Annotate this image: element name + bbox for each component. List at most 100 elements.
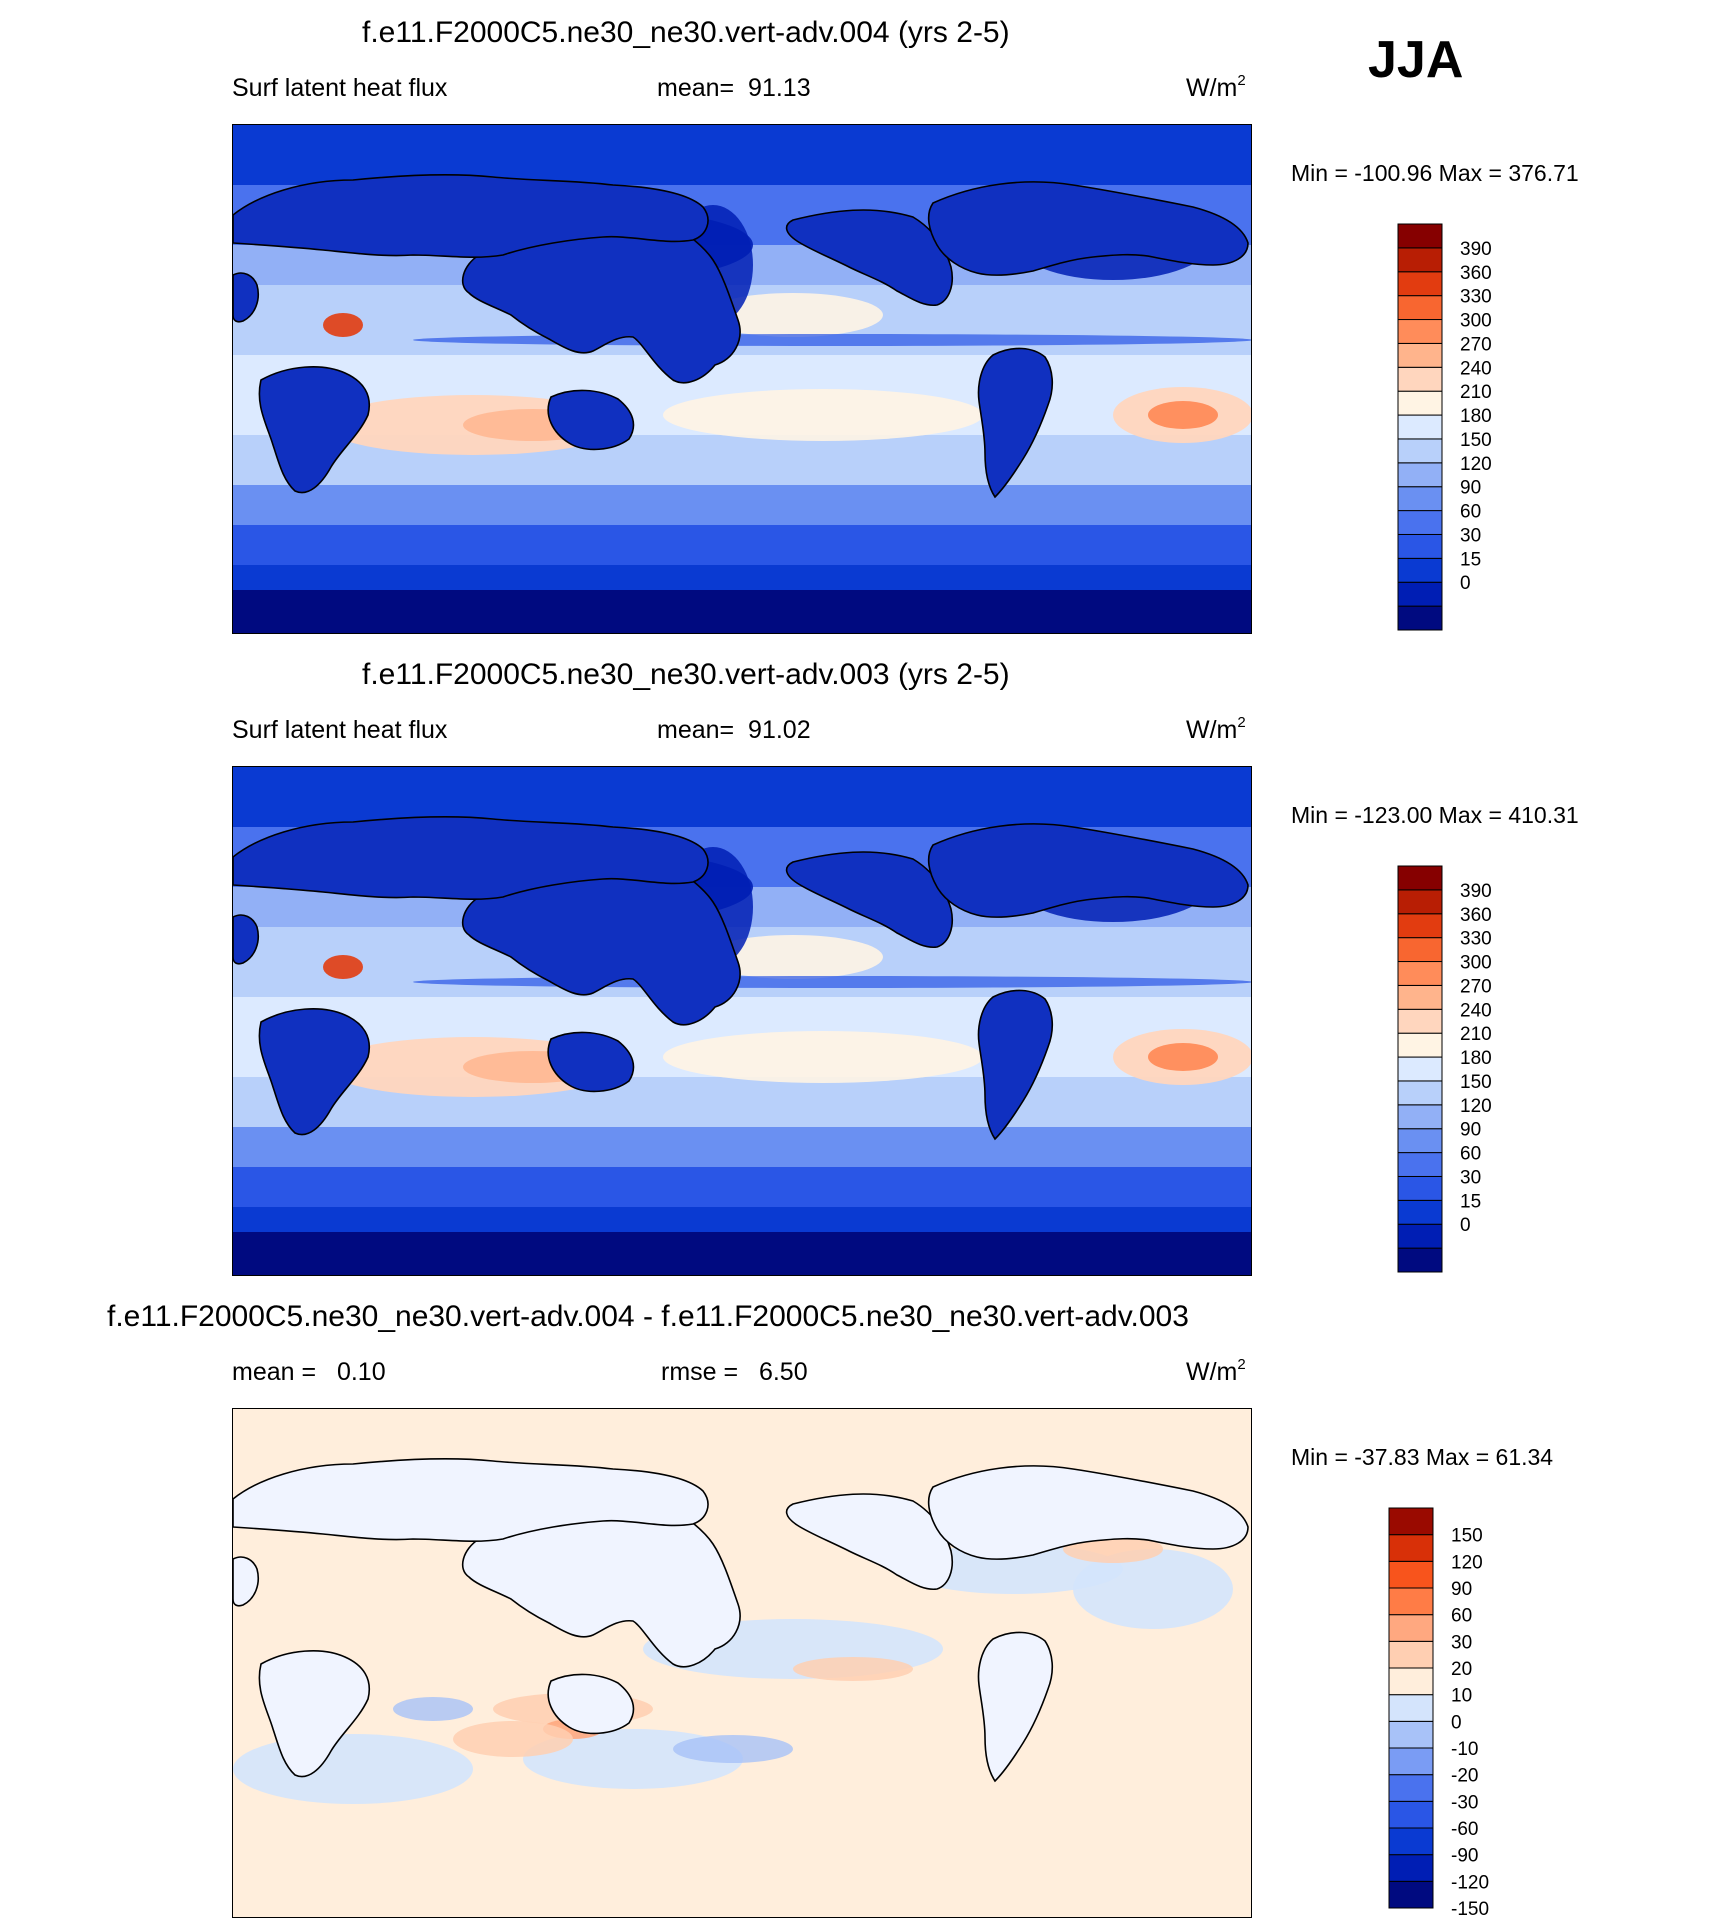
colorbar-tick-label: 120 <box>1451 1552 1483 1573</box>
coastline <box>233 816 709 901</box>
colorbar-box <box>1397 913 1443 939</box>
colorbar-box <box>1397 295 1443 321</box>
colorbar-tick-label: 90 <box>1460 1120 1481 1141</box>
colorbar-box <box>1397 1247 1443 1273</box>
colorbar-box <box>1388 1667 1434 1696</box>
colorbar-tick-label: 150 <box>1460 430 1492 451</box>
colorbar-box <box>1397 271 1443 297</box>
field-shading <box>233 1734 473 1804</box>
field-shading <box>323 955 363 979</box>
colorbar-box <box>1397 1223 1443 1249</box>
colorbar-tick-label: 120 <box>1460 1096 1492 1117</box>
colorbar-tick-label: 270 <box>1460 334 1492 355</box>
colorbar-tick-label: 90 <box>1451 1579 1472 1600</box>
colorbar-box <box>1397 557 1443 583</box>
colorbar-tick-label: 15 <box>1460 549 1481 570</box>
field-shading <box>903 1544 1123 1594</box>
colorbar-box <box>1397 414 1443 440</box>
panel1-units-sup: 2 <box>1237 72 1246 89</box>
panel3-mean: mean = 0.10 <box>232 1358 386 1387</box>
panel2-map-svg <box>233 767 1251 1275</box>
colorbar-tick-label: 210 <box>1460 1024 1492 1045</box>
field-shading <box>1148 401 1218 429</box>
panel2-units-text: W/m <box>1186 716 1238 744</box>
colorbar-box <box>1388 1774 1434 1802</box>
colorbar-tick-label: 240 <box>1460 358 1492 379</box>
colorbar-tick-label: 150 <box>1460 1072 1492 1093</box>
panel2-units-sup: 2 <box>1237 714 1246 731</box>
field-shading <box>453 1721 573 1757</box>
colorbar-box <box>1397 223 1443 249</box>
colorbar-box <box>1388 1827 1434 1856</box>
colorbar-tick-label: 300 <box>1460 311 1492 332</box>
field-shading <box>393 1697 473 1721</box>
colorbar-tick-label: -90 <box>1451 1846 1478 1867</box>
colorbar-tick-label: -120 <box>1451 1872 1489 1893</box>
panel1-variable: Surf latent heat flux <box>232 74 448 102</box>
field-band <box>233 590 1251 633</box>
coastline <box>547 1031 635 1093</box>
panel2-mean: mean= 91.02 <box>657 716 811 745</box>
colorbar-tick-label: 10 <box>1451 1686 1472 1707</box>
panel1-units: W/m2 <box>1186 72 1246 103</box>
colorbar-tick-label: 330 <box>1460 929 1492 950</box>
panel1-units-text: W/m <box>1186 74 1238 102</box>
colorbar-box <box>1397 342 1443 368</box>
field-shading <box>703 935 883 979</box>
field-shading <box>323 313 363 337</box>
field-band <box>233 1127 1251 1167</box>
panel3-map <box>232 1408 1252 1918</box>
coastline <box>461 210 741 384</box>
colorbar-tick-label: 360 <box>1460 905 1492 926</box>
colorbar-box <box>1397 1080 1443 1106</box>
panel1-title: f.e11.F2000C5.ne30_ne30.vert-adv.004 (yr… <box>362 16 1010 49</box>
colorbar-tick-label: 300 <box>1460 953 1492 974</box>
colorbar-tick-label: 210 <box>1460 382 1492 403</box>
panel2-title: f.e11.F2000C5.ne30_ne30.vert-adv.003 (yr… <box>362 658 1010 691</box>
field-band <box>233 565 1251 590</box>
coastline <box>233 1458 709 1543</box>
colorbar-box <box>1397 889 1443 915</box>
coastline <box>785 851 953 949</box>
field-shading <box>1148 1043 1218 1071</box>
colorbar-tick-label: 240 <box>1460 1000 1492 1021</box>
field-shading <box>703 293 883 337</box>
panel1-mean-value: 91.13 <box>748 74 811 102</box>
colorbar-box <box>1388 1720 1434 1749</box>
field-band <box>233 767 1251 827</box>
colorbar-tick-label: 30 <box>1460 525 1481 546</box>
colorbar-box <box>1397 462 1443 488</box>
panel1-minmax: Min = -100.96 Max = 376.71 <box>1291 160 1579 186</box>
field-band <box>233 1167 1251 1207</box>
colorbar-tick-label: 60 <box>1460 1144 1481 1165</box>
coastline <box>977 989 1054 1141</box>
colorbar-box <box>1397 438 1443 464</box>
field-shading <box>663 389 983 441</box>
field-band <box>233 1207 1251 1232</box>
panel3-colorbar-svg: 150 120 90 60 30 20 10 0 -10 -20 -30 -60 -90 -120 -150 <box>1388 1507 1489 1920</box>
colorbar-tick-label: 20 <box>1451 1659 1472 1680</box>
panel3-rmse-label: rmse = <box>661 1358 739 1386</box>
coastline <box>461 852 741 1026</box>
colorbar-box <box>1397 1128 1443 1154</box>
colorbar-box <box>1397 247 1443 273</box>
coastline <box>547 1673 635 1735</box>
coastline <box>927 1465 1249 1560</box>
coastline <box>258 1008 370 1136</box>
panel3-mean-label: mean = <box>232 1358 317 1386</box>
coastline <box>927 181 1249 276</box>
colorbar-tick-label: 390 <box>1460 881 1492 902</box>
panel2-map <box>232 766 1252 1276</box>
colorbar-box <box>1397 533 1443 559</box>
field-shading <box>1073 1549 1233 1629</box>
coastline <box>547 389 635 451</box>
panel3-rmse: rmse = 6.50 <box>661 1358 808 1387</box>
coastline <box>785 1493 953 1591</box>
colorbar-box <box>1388 1507 1434 1536</box>
colorbar-tick-label: 0 <box>1460 573 1471 594</box>
colorbar-box <box>1397 1152 1443 1177</box>
colorbar-tick-label: 390 <box>1460 239 1492 260</box>
coastline <box>233 174 709 259</box>
field-band <box>233 1232 1251 1275</box>
